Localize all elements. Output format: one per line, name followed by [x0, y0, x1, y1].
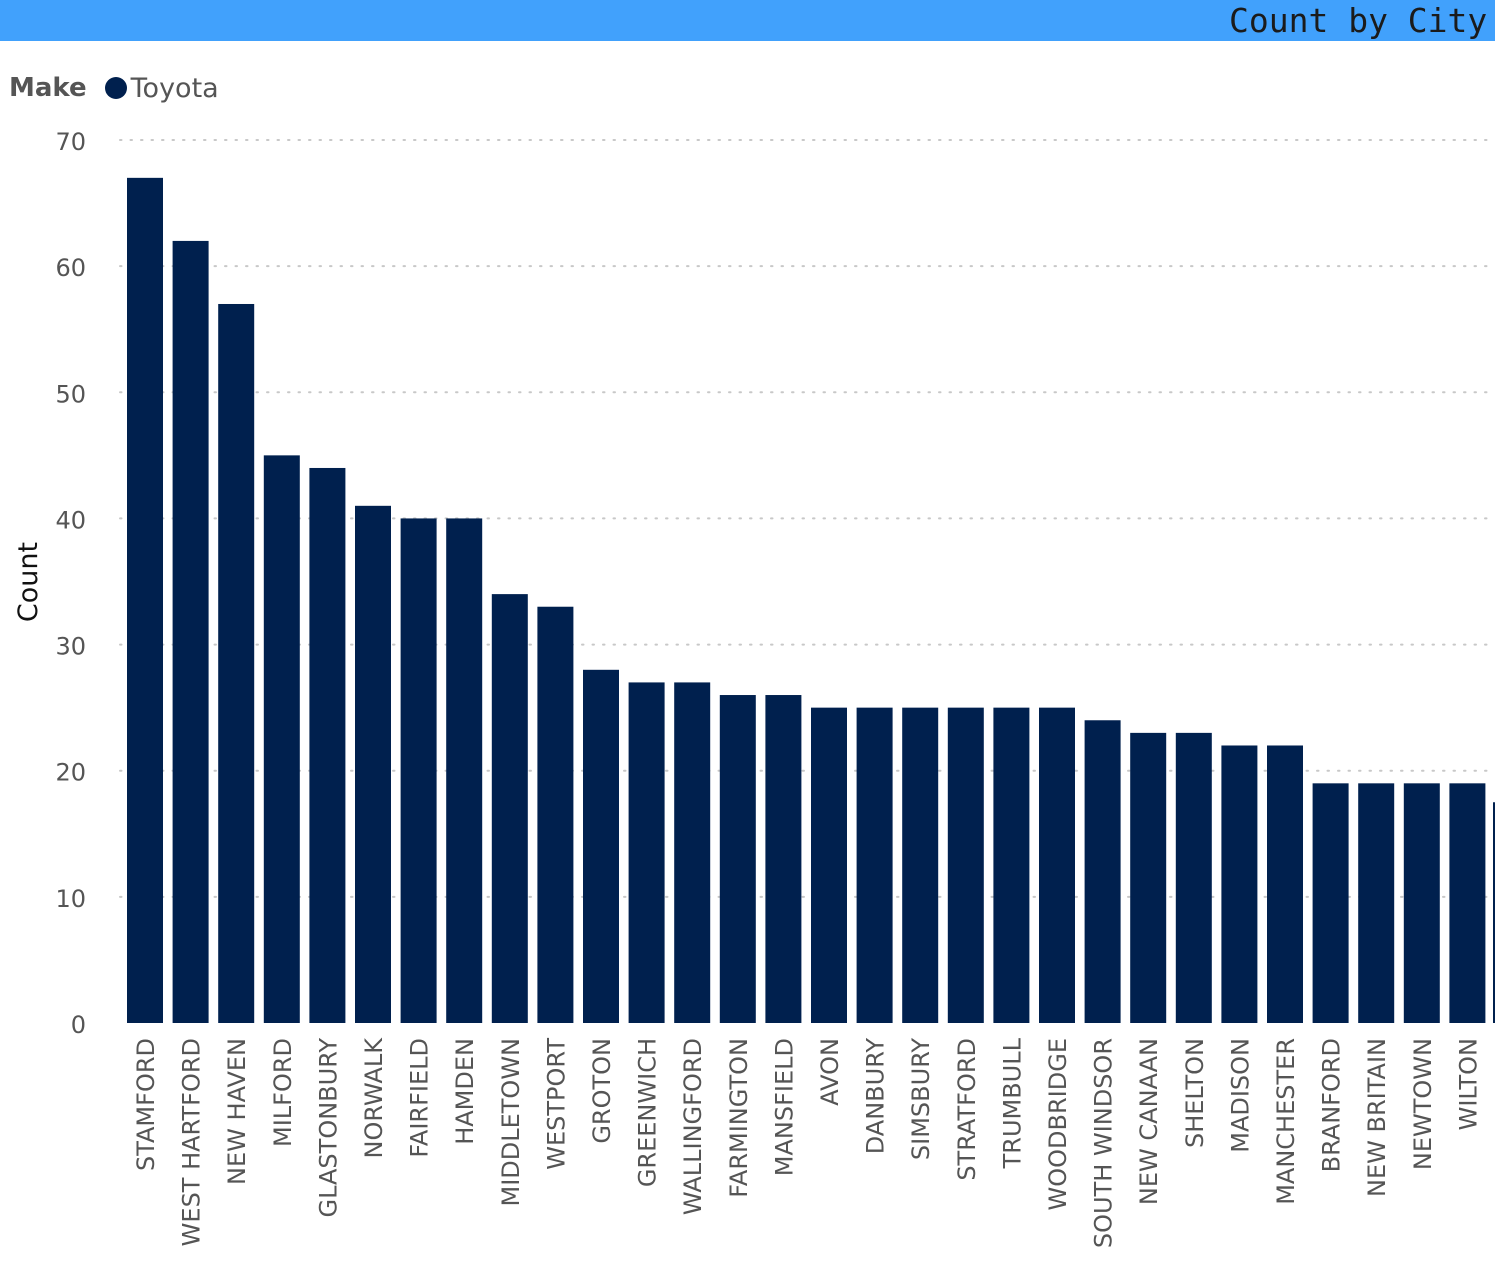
x-tick-label: STRATFORD — [953, 1038, 981, 1181]
bar-new-haven[interactable] — [218, 303, 255, 1023]
y-tick-label: 40 — [55, 506, 86, 534]
bar-simsbury[interactable] — [902, 707, 939, 1023]
bar-milford[interactable] — [263, 455, 300, 1023]
bar-branford[interactable] — [1312, 783, 1349, 1023]
legend-title: Make — [9, 73, 87, 103]
x-tick-label: MADISON — [1226, 1038, 1254, 1153]
bar-newtown[interactable] — [1403, 783, 1440, 1023]
x-tick-label: NEW HAVEN — [223, 1038, 251, 1185]
bar-hamden[interactable] — [446, 518, 483, 1023]
x-tick-label: STAMFORD — [132, 1038, 160, 1171]
x-tick-label: BRANFORD — [1318, 1038, 1346, 1172]
bar-norwalk[interactable] — [355, 505, 391, 1023]
x-tick-label: FARMINGTON — [725, 1038, 753, 1198]
bar-fairfield[interactable] — [400, 518, 437, 1023]
y-axis-title: Count — [13, 542, 44, 622]
bar-south-windsor[interactable] — [1084, 720, 1121, 1023]
bar-wallingford[interactable] — [674, 682, 711, 1023]
bar-glastonbury[interactable] — [309, 467, 346, 1023]
x-tick-label: SOUTH WINDSOR — [1090, 1038, 1118, 1248]
x-tick-label: NEW BRITAIN — [1363, 1038, 1391, 1197]
y-tick-label: 20 — [55, 759, 86, 787]
bar-clipped — [1493, 802, 1495, 1023]
bar-woodbridge[interactable] — [1039, 707, 1075, 1023]
legend: Make Toyota — [9, 70, 219, 106]
bar-stamford[interactable] — [127, 177, 163, 1024]
x-tick-label: MILFORD — [269, 1038, 297, 1147]
x-tick-label: FAIRFIELD — [406, 1038, 434, 1158]
x-tick-label: NEWTOWN — [1409, 1038, 1437, 1170]
y-tick-label: 60 — [55, 254, 86, 282]
bar-manchester[interactable] — [1267, 745, 1303, 1023]
y-tick-label: 0 — [71, 1011, 86, 1039]
x-tick-label: DANBURY — [862, 1038, 890, 1155]
bar-trumbull[interactable] — [993, 707, 1030, 1023]
x-tick-label: GROTON — [588, 1038, 616, 1144]
bar-danbury[interactable] — [856, 707, 893, 1023]
x-tick-label: WALLINGFORD — [679, 1038, 707, 1215]
legend-marker-icon — [104, 77, 127, 99]
chart-title: Count by City a — [1229, 1, 1495, 40]
x-tick-label: GLASTONBURY — [314, 1038, 342, 1218]
x-tick-label: MANSFIELD — [770, 1038, 798, 1176]
bar-stratford[interactable] — [947, 707, 984, 1023]
x-tick-label: HAMDEN — [451, 1038, 479, 1145]
bar-westport[interactable] — [537, 606, 574, 1023]
x-tick-label: GREENWICH — [634, 1038, 662, 1187]
x-tick-label: WEST HARTFORD — [178, 1038, 206, 1246]
x-tick-label: AVON — [816, 1038, 844, 1106]
bar-wilton[interactable] — [1449, 783, 1486, 1023]
x-tick-label: MANCHESTER — [1272, 1038, 1300, 1205]
bar-west-hartford[interactable] — [172, 240, 209, 1023]
bar-greenwich[interactable] — [628, 682, 665, 1023]
x-tick-label: SHELTON — [1181, 1038, 1209, 1148]
x-tick-label: NEW CANAAN — [1135, 1038, 1163, 1205]
bar-shelton[interactable] — [1175, 732, 1212, 1023]
bar-new-canaan[interactable] — [1130, 732, 1167, 1023]
bar-avon[interactable] — [811, 707, 847, 1023]
title-bar: Count by City a — [0, 0, 1495, 41]
x-tick-label: SIMSBURY — [907, 1038, 935, 1160]
x-tick-label: MIDDLETOWN — [497, 1038, 525, 1207]
x-tick-label: NORWALK — [360, 1037, 388, 1159]
y-tick-label: 10 — [55, 885, 86, 913]
x-tick-label: WOODBRIDGE — [1044, 1038, 1072, 1210]
y-tick-label: 70 — [55, 128, 86, 156]
x-tick-label: WILTON — [1454, 1038, 1482, 1130]
y-tick-label: 50 — [55, 380, 86, 408]
x-tick-label: WESTPORT — [542, 1038, 570, 1170]
bar-madison[interactable] — [1221, 745, 1258, 1023]
x-tick-label: TRUMBULL — [998, 1037, 1026, 1169]
bar-middletown[interactable] — [491, 594, 528, 1023]
bar-mansfield[interactable] — [765, 695, 802, 1023]
y-tick-label: 30 — [55, 633, 86, 661]
legend-label[interactable]: Toyota — [130, 72, 219, 104]
bar-farmington[interactable] — [719, 695, 756, 1023]
bar-groton[interactable] — [583, 669, 619, 1023]
bar-new-britain[interactable] — [1358, 783, 1395, 1023]
